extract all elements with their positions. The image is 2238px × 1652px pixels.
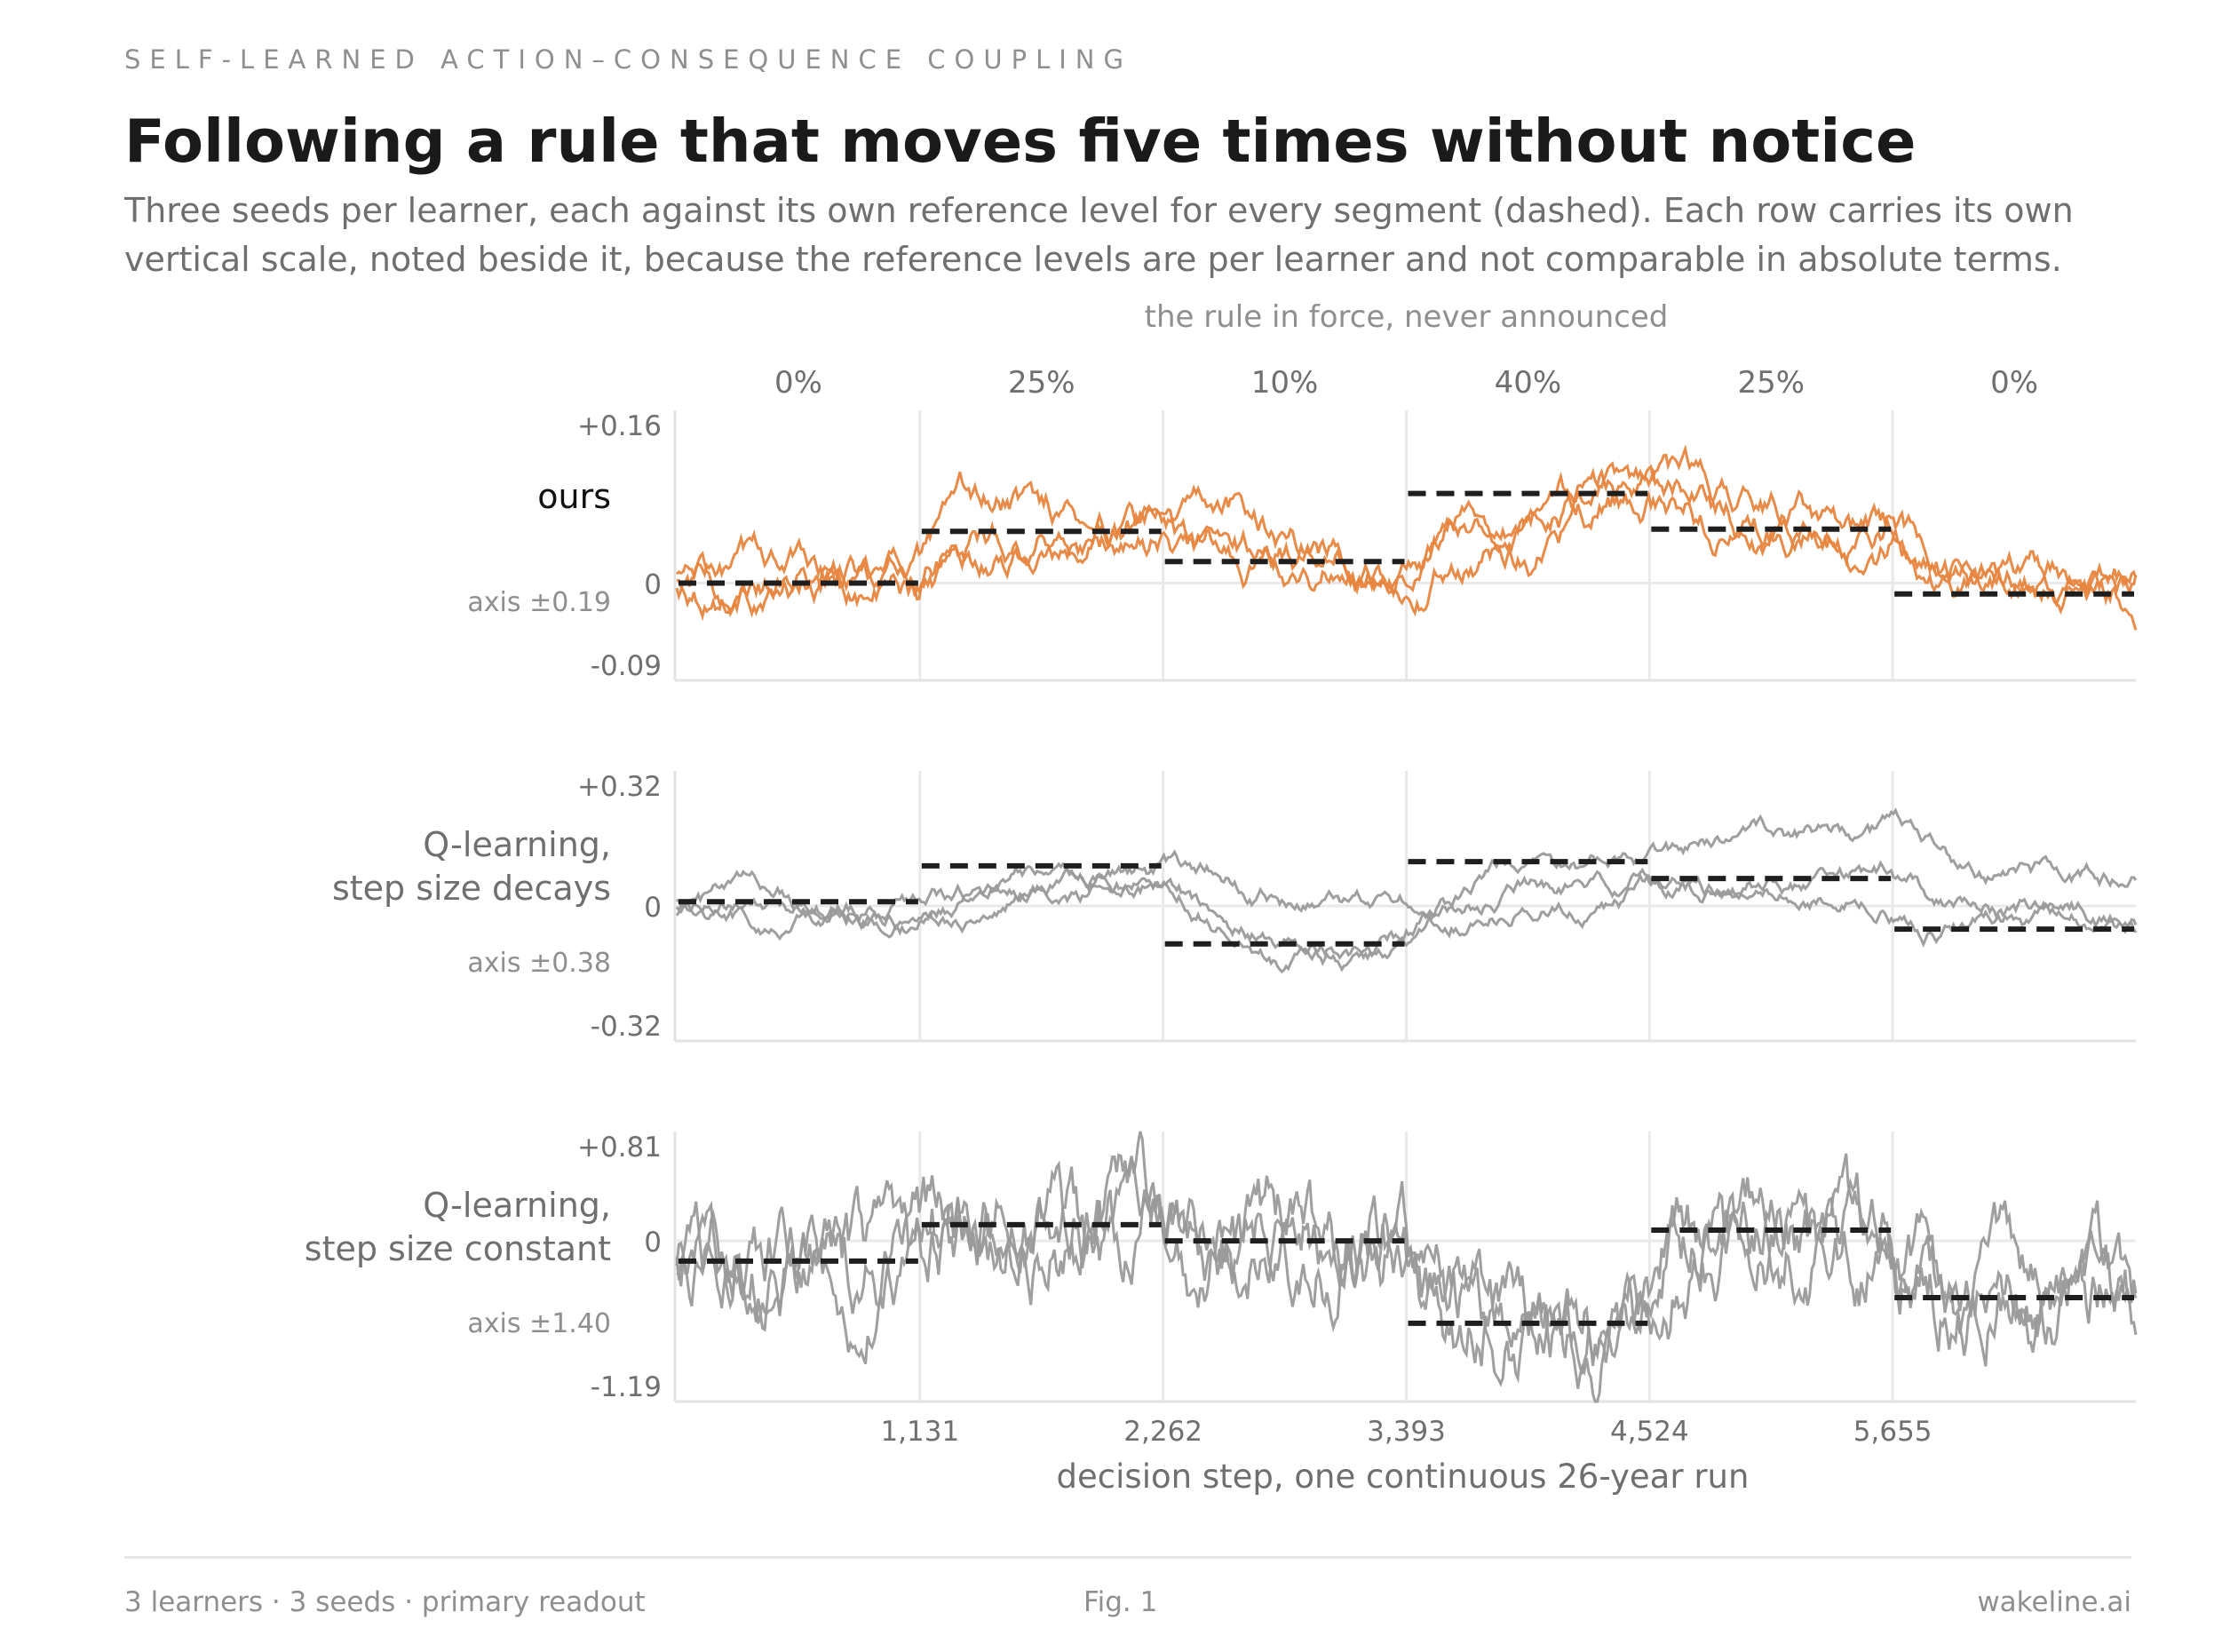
axis-note: axis ±1.40	[467, 1308, 611, 1339]
series-label: ours	[537, 477, 611, 516]
figure-number: Fig. 1	[1083, 1586, 1158, 1618]
regime-label: 0%	[774, 365, 822, 401]
series-label: Q-learning,	[423, 1186, 611, 1225]
seed-trace	[675, 461, 2138, 631]
x-tick-label: 4,524	[1610, 1416, 1689, 1448]
axis-note: axis ±0.19	[467, 587, 611, 618]
y-tick-label: +0.32	[577, 771, 662, 803]
y-tick-label: 0	[644, 892, 662, 924]
seed-trace	[675, 807, 2138, 941]
kicker: SELF-LEARNED ACTION–CONSEQUENCE COUPLING	[124, 44, 1132, 75]
x-tick-label: 5,655	[1853, 1416, 1932, 1448]
seed-trace	[675, 860, 2138, 962]
seed-trace	[675, 444, 2138, 617]
regime-label: 25%	[1737, 365, 1805, 401]
y-tick-label: +0.16	[577, 410, 662, 442]
seed-trace	[675, 862, 2138, 974]
x-tick-label: 1,131	[880, 1416, 959, 1448]
x-axis-title: decision step, one continuous 26-year ru…	[1057, 1457, 1750, 1496]
seed-trace	[675, 1131, 2138, 1403]
y-tick-label: -0.32	[591, 1011, 662, 1043]
y-tick-label: 0	[644, 1227, 662, 1259]
axis-note: axis ±0.38	[467, 948, 611, 979]
series-label: step size constant	[305, 1229, 611, 1268]
regime-label: 40%	[1495, 365, 1562, 401]
y-tick-label: -1.19	[591, 1371, 662, 1403]
subtitle: Three seeds per learner, each against it…	[124, 191, 2074, 279]
footer-left: 3 learners · 3 seeds · primary readout	[124, 1586, 646, 1618]
y-tick-label: -0.09	[591, 650, 662, 682]
seed-trace	[676, 471, 2138, 622]
series-label: Q-learning,	[423, 825, 611, 864]
y-tick-label: 0	[644, 569, 662, 601]
footer-brand: wakeline.ai	[1977, 1586, 2131, 1618]
regime-label: 25%	[1008, 365, 1075, 401]
rule-caption: the rule in force, never announced	[1145, 299, 1669, 335]
x-tick-label: 3,393	[1367, 1416, 1446, 1448]
regime-label: 0%	[1990, 365, 2038, 401]
y-tick-label: +0.81	[577, 1132, 662, 1164]
page-title: Following a rule that moves five times w…	[124, 107, 1917, 176]
regime-label: 10%	[1251, 365, 1319, 401]
series-label: step size decays	[332, 869, 611, 908]
footer-divider	[124, 1556, 2131, 1559]
x-tick-label: 2,262	[1123, 1416, 1202, 1448]
